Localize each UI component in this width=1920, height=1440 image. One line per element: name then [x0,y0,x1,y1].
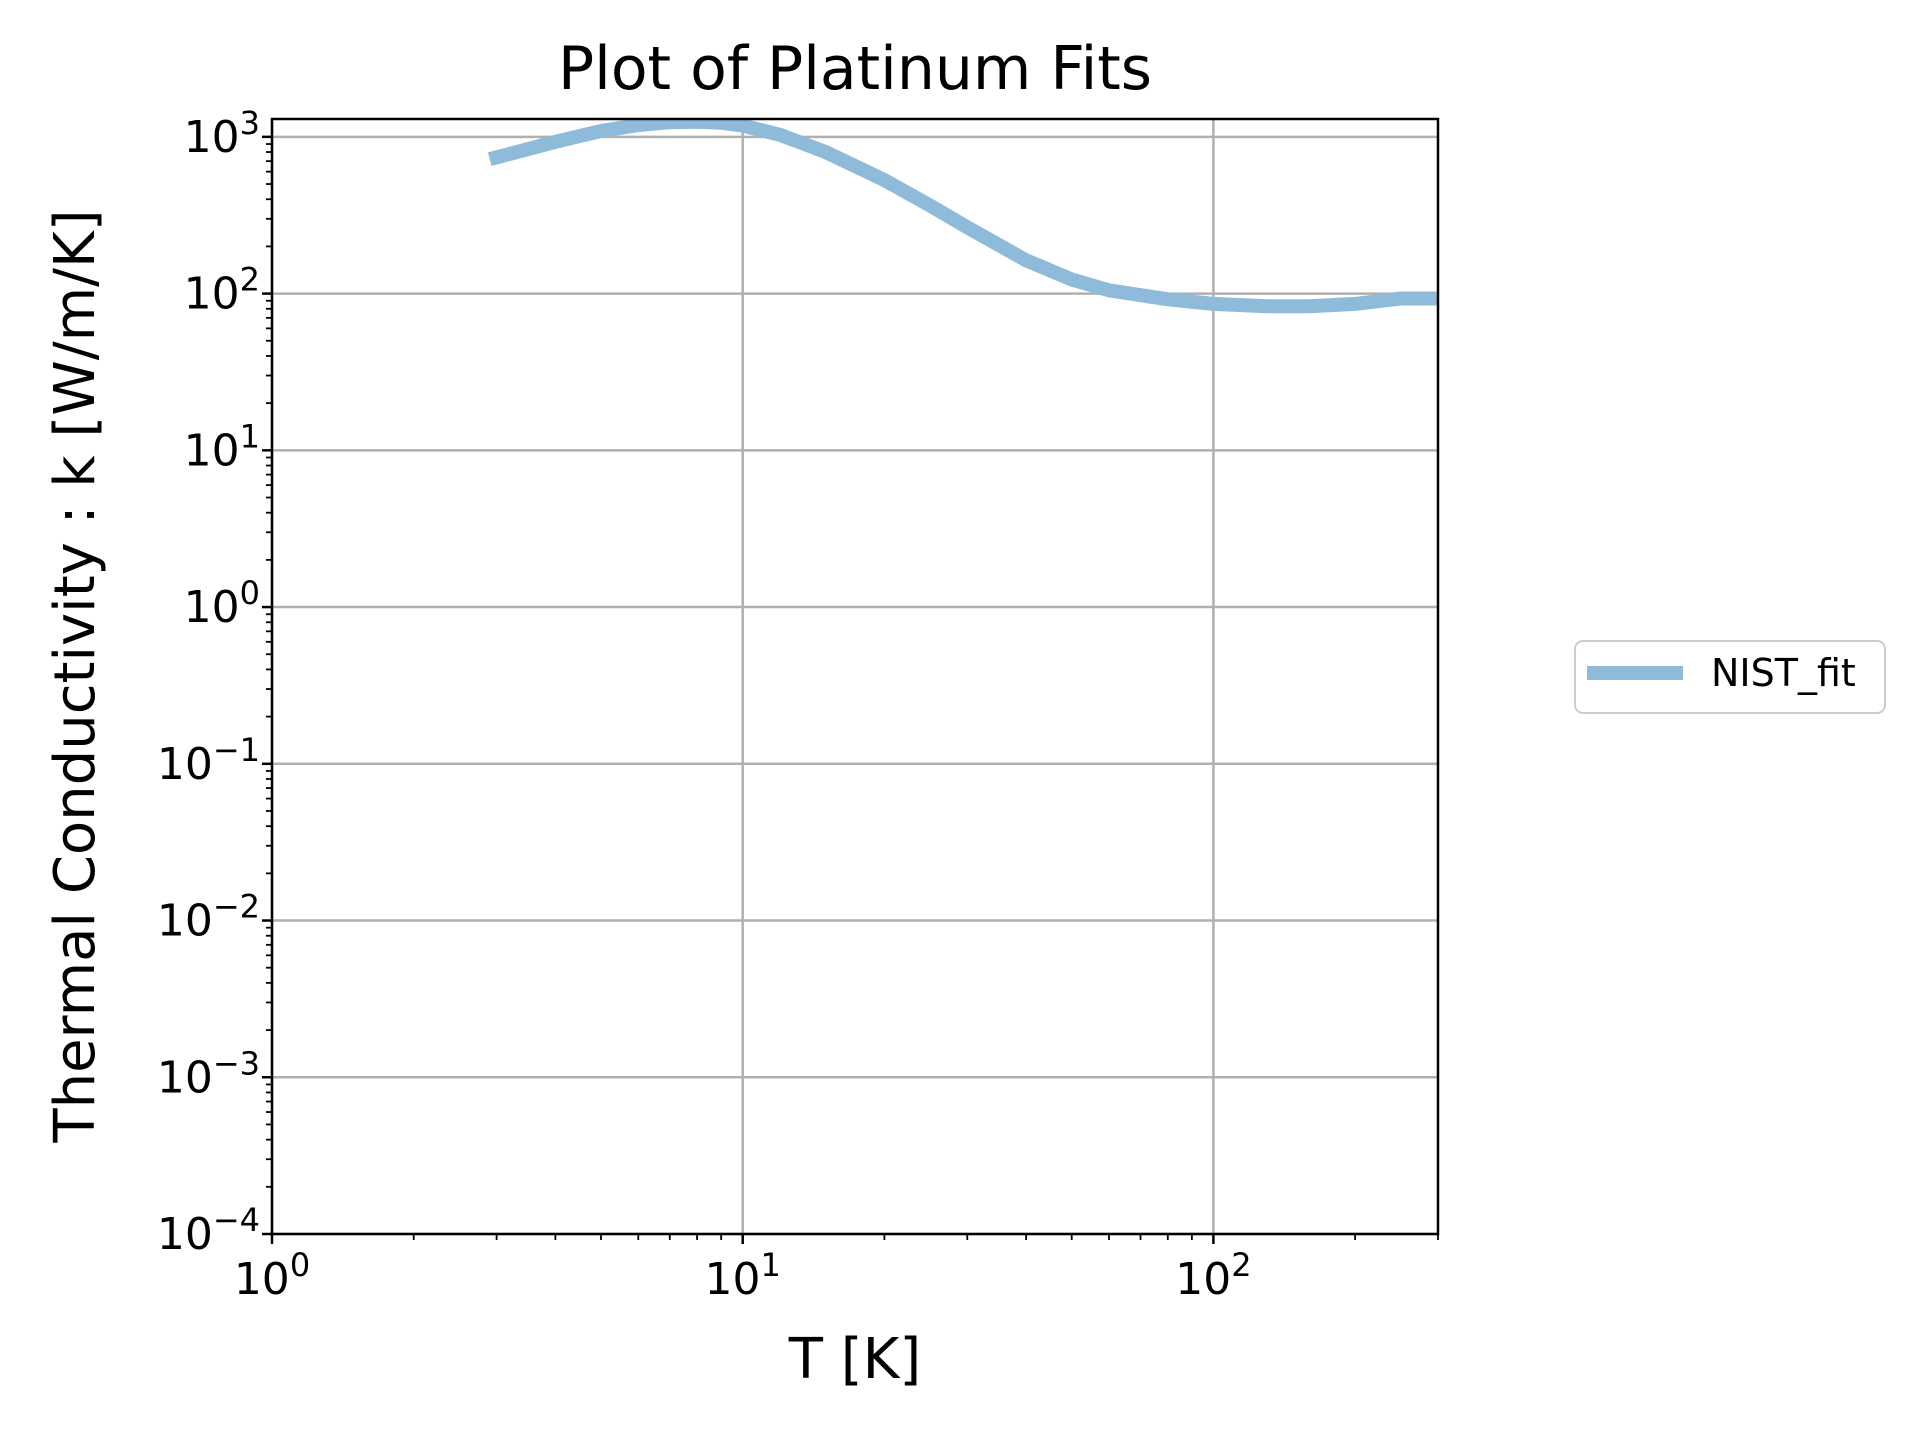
y-tick-label-1-exponent: −3 [213,1044,260,1082]
legend-box [1574,640,1886,714]
x-tick-label-1-exponent: 1 [761,1246,781,1284]
y-tick-label-2: 10−2 [157,888,260,947]
axes-frame [270,117,1440,1236]
y-tick-label-3: 10−1 [157,731,260,790]
y-tick-label-4: 100 [184,574,260,633]
y-tick-label-5: 101 [184,417,260,476]
x-tick-label-2-exponent: 2 [1231,1246,1251,1284]
x-tick-label-2: 102 [1175,1246,1251,1305]
x-tick-label-0-exponent: 0 [290,1246,310,1284]
y-tick-label-0: 10−4 [157,1201,260,1260]
x-tick-labels: 100 101 102 [234,1246,1252,1305]
x-tick-label-0: 100 [234,1246,310,1305]
plot-area [487,119,1438,314]
chart-title: Plot of Platinum Fits [558,34,1152,104]
legend-label: NIST_fit [1711,651,1856,695]
y-axis-label: Thermal Conductivity : k [W/m/K] [43,209,108,1143]
y-tick-label-0-exponent: −4 [213,1201,260,1239]
x-tick-label-2-base: 10 [1175,1254,1231,1305]
y-tick-label-5-exponent: 1 [240,417,260,455]
y-tick-label-7-base: 10 [184,112,240,163]
y-tick-label-6-base: 10 [184,269,240,320]
y-tick-label-1: 10−3 [157,1044,260,1103]
y-tick-label-3-exponent: −1 [213,731,260,769]
series-line-NIST_fit [487,119,1438,314]
y-tick-label-4-base: 10 [184,582,240,633]
x-tick-label-1: 101 [705,1246,781,1305]
x-tick-label-0-base: 10 [234,1254,290,1305]
y-tick-label-1-base: 10 [157,1052,213,1103]
y-tick-label-2-base: 10 [157,896,213,947]
y-tick-label-2-exponent: −2 [213,888,260,926]
y-tick-label-3-base: 10 [157,739,213,790]
y-tick-label-6: 102 [184,261,260,320]
y-tick-label-4-exponent: 0 [240,574,260,612]
major-ticks [262,135,1215,1244]
x-axis-label: T [K] [788,1327,921,1392]
x-tick-label-1-base: 10 [705,1254,761,1305]
y-tick-label-7-exponent: 3 [240,104,260,142]
y-tick-label-7: 103 [184,104,260,163]
y-tick-label-0-base: 10 [157,1209,213,1260]
y-tick-label-5-base: 10 [184,425,240,476]
legend: NIST_fit [1574,640,1886,714]
y-tick-label-6-exponent: 2 [240,261,260,299]
